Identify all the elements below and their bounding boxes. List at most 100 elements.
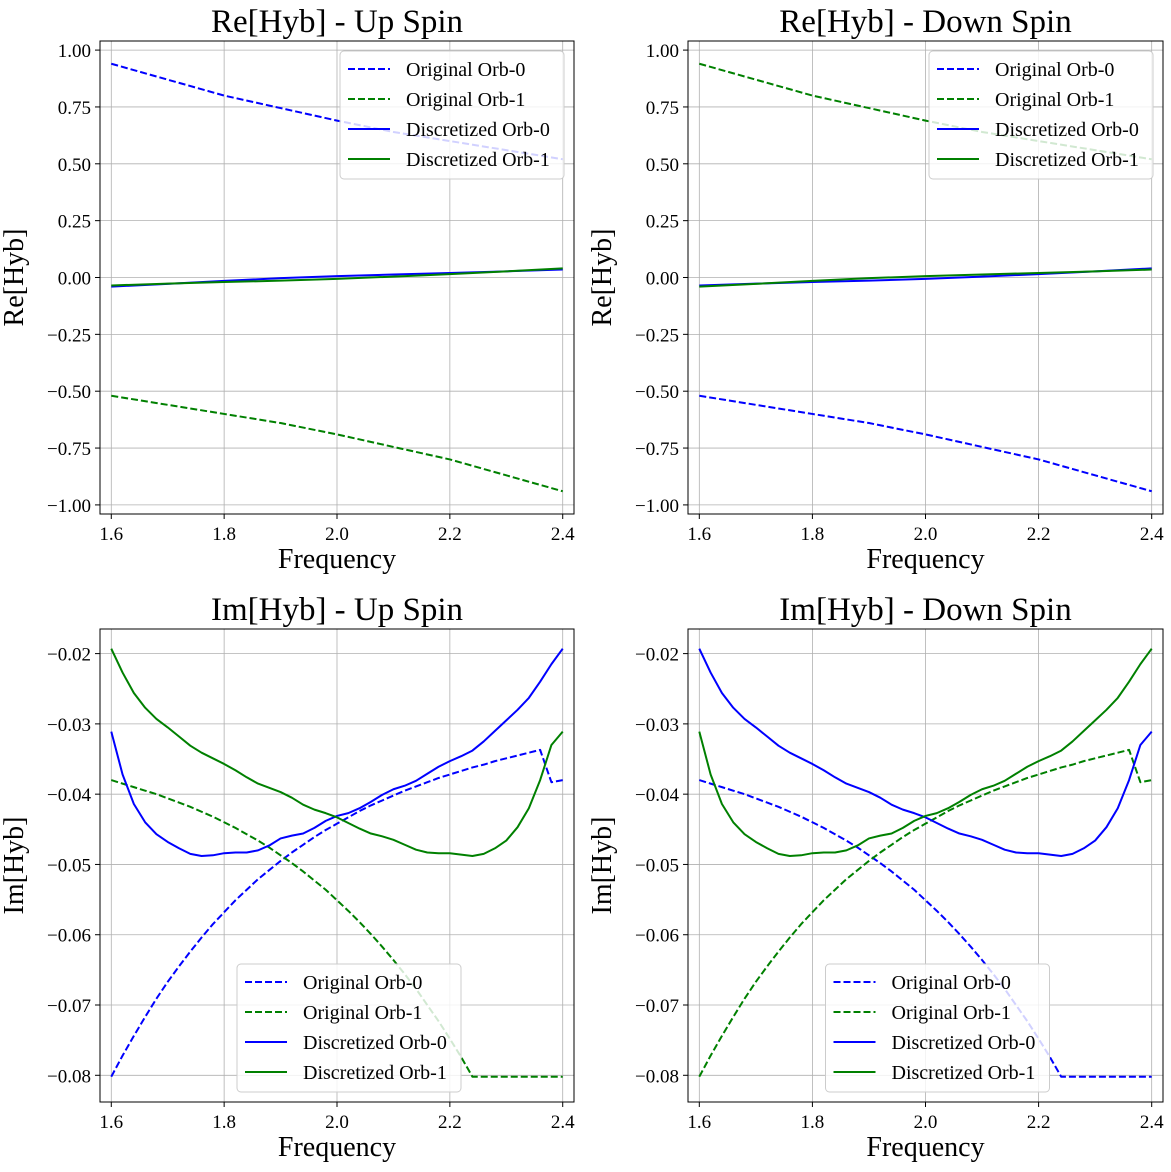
x-tick-label: 1.8 [212, 1112, 236, 1133]
chart-panel-0: 1.6 1.8 2.0 2.2 2.4 1.00 0.75 0.50 0.25 0.00 −0.25… [0, 4, 575, 575]
legend: Original Orb-0 Original Orb-1 Discretized … [236, 963, 462, 1093]
plot-lines [698, 648, 1153, 1078]
series-line-discretized-2 [110, 648, 564, 858]
x-tick-label: 1.6 [99, 524, 123, 545]
y-tick-label: −0.05 [47, 855, 91, 876]
y-tick-label: 0.50 [646, 155, 679, 176]
x-tick-label: 2.4 [1140, 524, 1164, 545]
legend-label: Original Orb-0 [892, 972, 1011, 994]
x-tick-label: 2.2 [438, 524, 462, 545]
legend-box [339, 50, 565, 180]
y-tick-label: −0.06 [635, 926, 679, 947]
chart-panel-1: 1.6 1.8 2.0 2.2 2.4 1.00 0.75 0.50 0.25 0.00 −0.25… [587, 4, 1164, 575]
y-tick-label: −0.07 [47, 996, 91, 1017]
y-tick-label: −0.50 [635, 382, 679, 403]
legend-label: Discretized Orb-1 [892, 1062, 1036, 1084]
legend-label: Original Orb-1 [303, 1002, 422, 1024]
y-tick-label: −0.08 [635, 1066, 679, 1087]
chart-title: Re[Hyb] - Up Spin [211, 4, 463, 40]
y-tick-label: 0.25 [646, 212, 679, 233]
x-tick-label: 2.0 [914, 524, 938, 545]
y-tick-label: 0.75 [58, 98, 91, 119]
y-tick-label: 0.25 [58, 212, 91, 233]
y-axis-label: Im[Hyb] [0, 817, 30, 915]
plot-lines [110, 648, 564, 1078]
x-axis-label: Frequency [866, 1132, 984, 1163]
x-tick-label: 2.2 [1027, 524, 1051, 545]
x-tick-label: 2.0 [325, 1112, 349, 1133]
legend-label: Discretized Orb-1 [303, 1062, 447, 1084]
legend-label: Original Orb-0 [995, 59, 1114, 81]
series-line-original-1 [111, 394, 563, 493]
series-line-discretized-2 [698, 648, 1153, 858]
y-tick-label: −1.00 [47, 496, 91, 517]
y-tick-label: −1.00 [635, 496, 679, 517]
x-tick-label: 2.0 [325, 524, 349, 545]
x-tick-label: 2.2 [1027, 1112, 1051, 1133]
y-tick-label: 1.00 [646, 41, 679, 62]
chart-panel-2: 1.6 1.8 2.0 2.2 2.4 −0.02 −0.03 −0.04 −0.05 −0.06… [0, 592, 575, 1163]
y-tick-label: −0.03 [635, 715, 679, 736]
y-axis-label: Re[Hyb] [0, 229, 30, 327]
y-tick-label: 0.00 [58, 269, 91, 290]
x-tick-label: 1.6 [99, 1112, 123, 1133]
y-axis-label: Re[Hyb] [587, 229, 618, 327]
y-tick-label: −0.02 [47, 645, 91, 666]
legend-label: Original Orb-0 [303, 972, 422, 994]
legend: Original Orb-0 Original Orb-1 Discretized … [928, 50, 1154, 180]
x-tick-label: 1.8 [801, 1112, 825, 1133]
x-tick-label: 1.6 [687, 524, 711, 545]
y-tick-label: −0.07 [635, 996, 679, 1017]
chart-panel-3: 1.6 1.8 2.0 2.2 2.4 −0.02 −0.03 −0.04 −0.05 −0.06… [587, 592, 1164, 1163]
x-tick-label: 2.4 [551, 524, 575, 545]
x-tick-label: 2.2 [438, 1112, 462, 1133]
y-tick-label: −0.25 [635, 325, 679, 346]
series-line-discretized-3 [698, 648, 1153, 858]
y-tick-label: −0.06 [47, 926, 91, 947]
legend-label: Original Orb-1 [406, 89, 525, 111]
chart-title: Re[Hyb] - Down Spin [779, 4, 1071, 40]
y-tick-label: −0.04 [635, 785, 679, 806]
legend-box [928, 50, 1154, 180]
legend-label: Original Orb-0 [406, 59, 525, 81]
legend: Original Orb-0 Original Orb-1 Discretized … [825, 963, 1050, 1093]
y-tick-label: −0.75 [47, 439, 91, 460]
chart-title: Im[Hyb] - Up Spin [211, 592, 463, 628]
x-tick-label: 1.6 [687, 1112, 711, 1133]
series-line-original-1 [110, 779, 563, 1078]
legend-box [236, 963, 462, 1093]
y-tick-label: 1.00 [58, 41, 91, 62]
series-line-original-1 [698, 748, 1152, 1078]
y-tick-label: −0.03 [47, 715, 91, 736]
y-tick-label: 0.50 [58, 155, 91, 176]
y-tick-label: −0.75 [635, 439, 679, 460]
x-tick-label: 1.8 [212, 524, 236, 545]
y-tick-label: −0.05 [635, 855, 679, 876]
x-tick-label: 2.4 [551, 1112, 575, 1133]
legend-label: Discretized Orb-0 [892, 1032, 1036, 1054]
legend-box [825, 963, 1050, 1093]
x-axis-label: Frequency [866, 544, 984, 575]
y-tick-label: 0.75 [646, 98, 679, 119]
legend-label: Discretized Orb-0 [406, 119, 550, 141]
series-line-original-0 [110, 748, 563, 1078]
legend-label: Discretized Orb-0 [995, 119, 1139, 141]
y-axis-label: Im[Hyb] [587, 817, 618, 915]
chart-title: Im[Hyb] - Down Spin [779, 592, 1071, 628]
y-tick-label: −0.25 [47, 325, 91, 346]
x-tick-label: 2.0 [914, 1112, 938, 1133]
x-tick-label: 2.4 [1140, 1112, 1164, 1133]
y-tick-label: −0.08 [47, 1066, 91, 1087]
legend-label: Discretized Orb-1 [995, 149, 1139, 171]
series-line-original-0 [699, 394, 1152, 493]
series-line-discretized-3 [111, 267, 563, 287]
legend: Original Orb-0 Original Orb-1 Discretized … [339, 50, 565, 180]
y-tick-label: −0.50 [47, 382, 91, 403]
legend-label: Original Orb-1 [995, 89, 1114, 111]
series-line-discretized-3 [699, 268, 1152, 288]
x-tick-label: 1.8 [801, 524, 825, 545]
legend-label: Discretized Orb-1 [406, 149, 550, 171]
legend-label: Original Orb-1 [892, 1002, 1011, 1024]
x-axis-label: Frequency [278, 1132, 396, 1163]
